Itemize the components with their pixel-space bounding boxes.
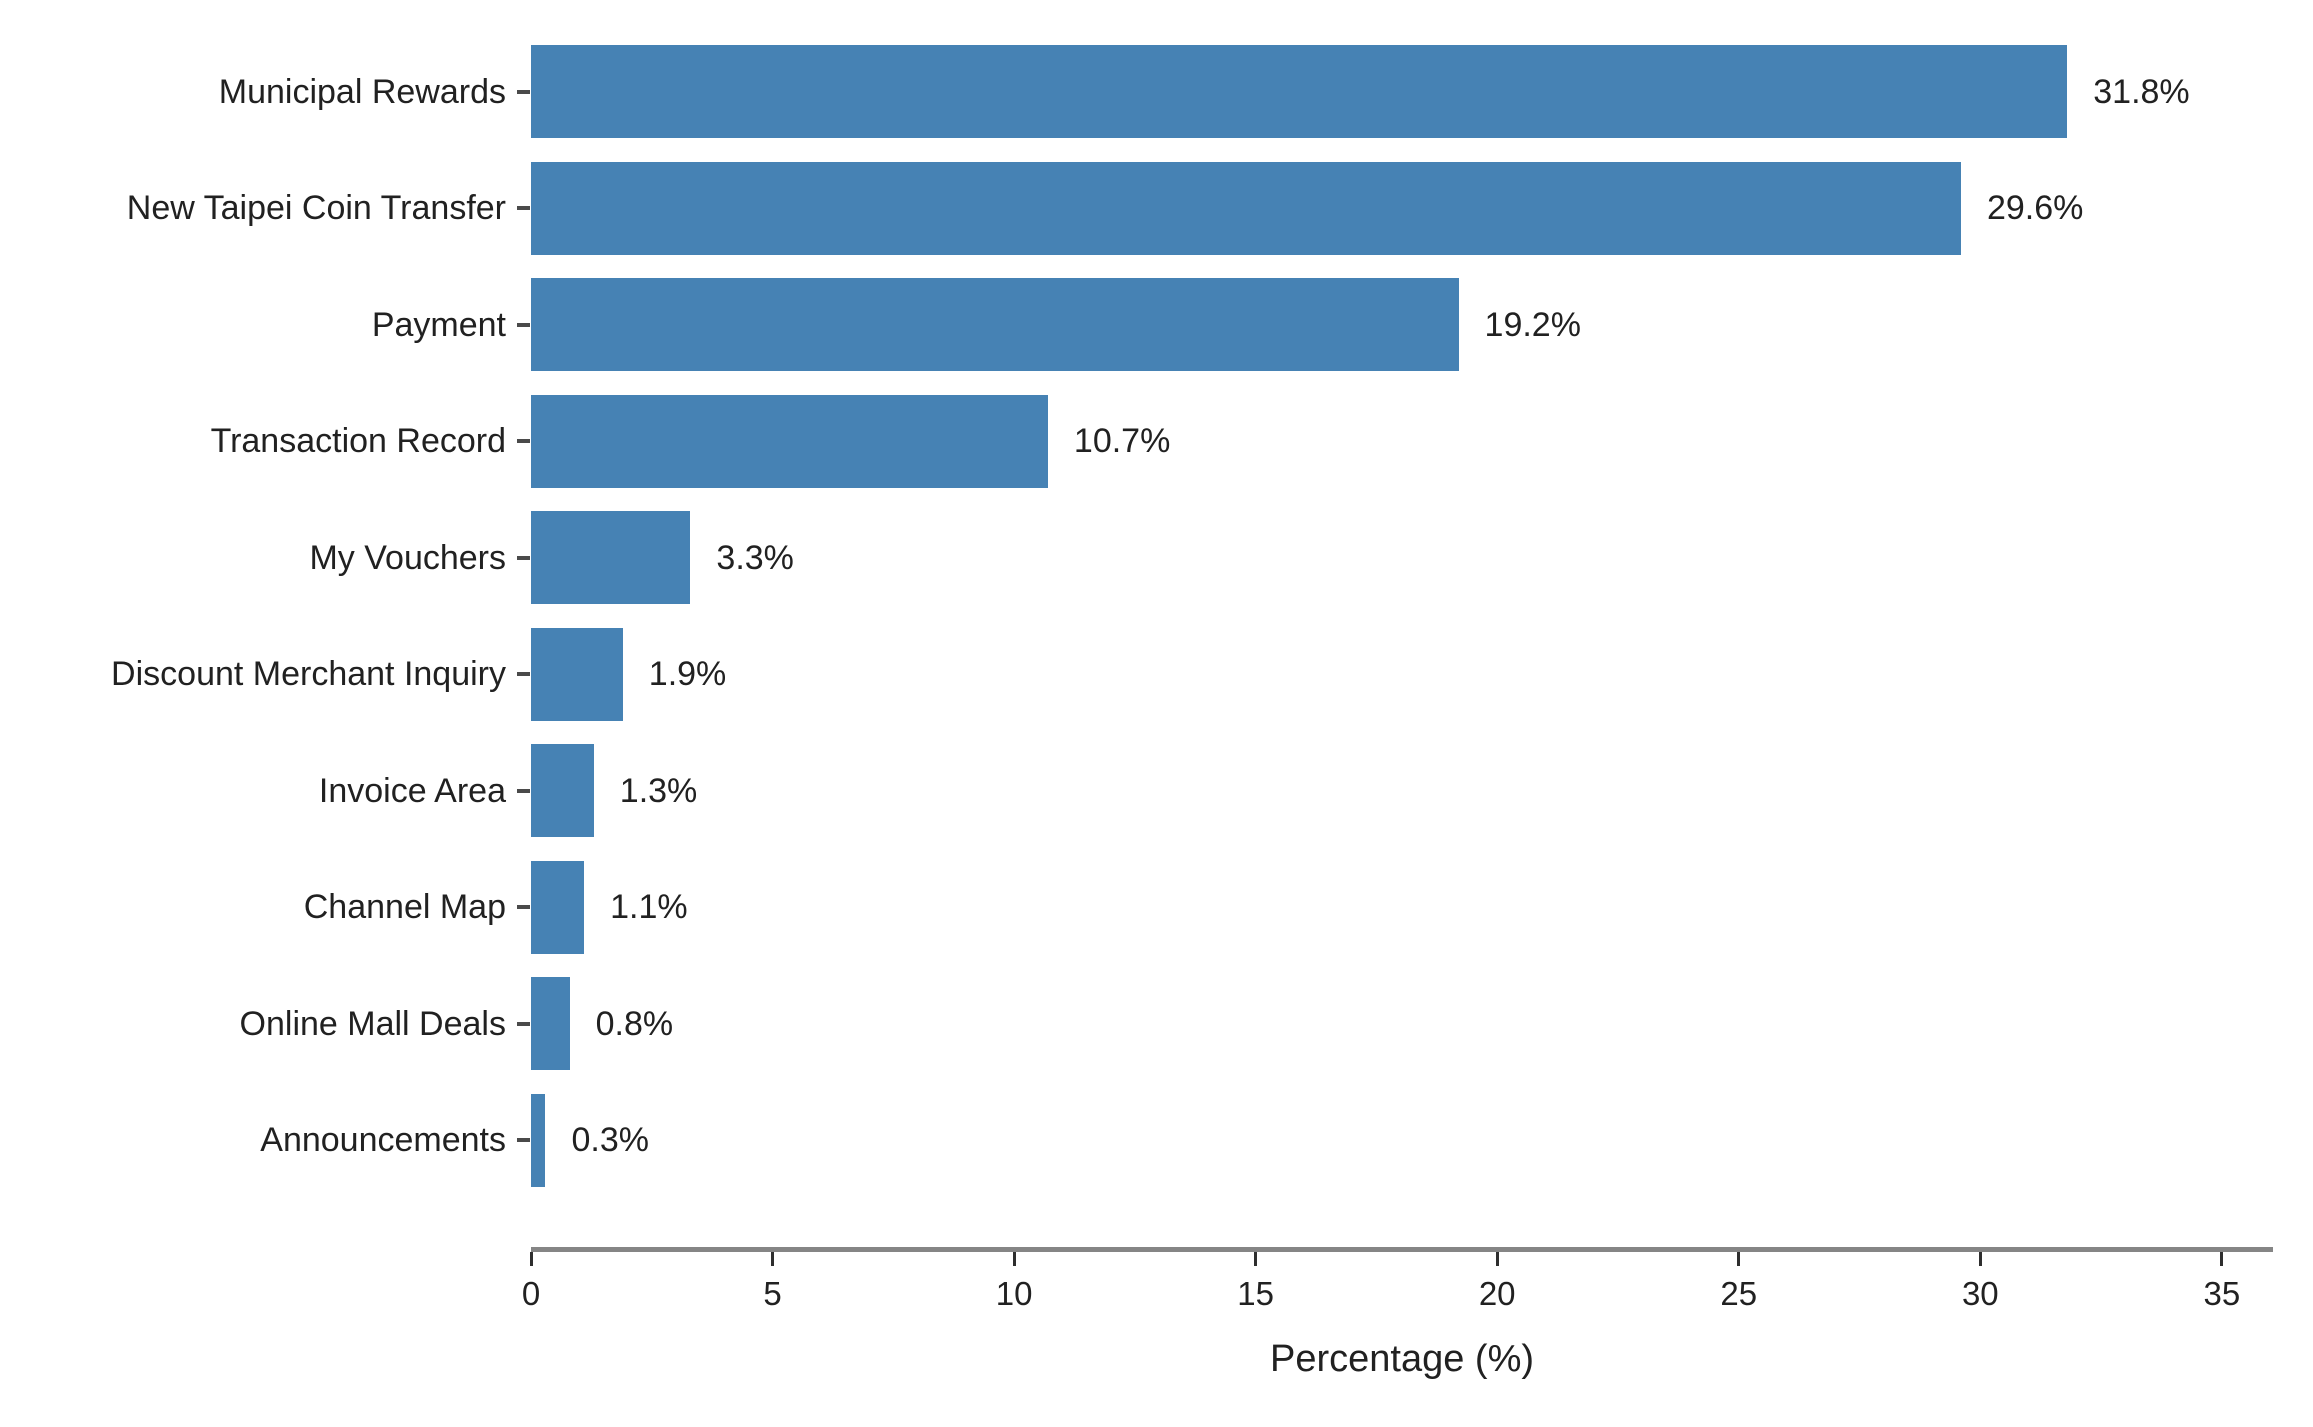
- x-tick-mark: [1737, 1252, 1741, 1266]
- category-label: Channel Map: [303, 888, 506, 926]
- x-tick-label: 10: [995, 1275, 1033, 1312]
- category-label: Online Mall Deals: [239, 1004, 506, 1043]
- y-tick-mark: [517, 322, 530, 327]
- x-tick-mark: [529, 1252, 533, 1266]
- category-label: Discount Merchant Inquiry: [111, 655, 506, 693]
- y-tick-mark: [517, 206, 530, 210]
- category-label: Municipal Rewards: [218, 72, 506, 111]
- bar: [531, 278, 1459, 371]
- category-label: Invoice Area: [318, 771, 506, 810]
- bar: [531, 394, 1048, 488]
- x-axis-title: Percentage (%): [1269, 1338, 1535, 1380]
- y-tick-mark: [517, 439, 530, 443]
- bar: [531, 161, 1961, 255]
- value-label: 1.1%: [610, 888, 688, 926]
- x-tick-mark: [2220, 1252, 2224, 1266]
- category-label: Payment: [371, 305, 506, 344]
- x-tick-mark: [771, 1252, 775, 1266]
- x-tick-label: 0: [521, 1275, 541, 1312]
- value-label: 0.3%: [571, 1121, 649, 1159]
- x-tick-label: 30: [1961, 1275, 1999, 1312]
- y-tick-mark: [517, 555, 530, 560]
- value-label: 19.2%: [1484, 305, 1581, 344]
- bar: [531, 627, 623, 721]
- value-label: 29.6%: [1986, 189, 2084, 227]
- x-tick-label: 20: [1478, 1275, 1516, 1312]
- y-tick-mark: [517, 1021, 530, 1026]
- x-tick-mark: [1978, 1252, 1982, 1266]
- bar: [531, 45, 2068, 138]
- bar: [531, 860, 585, 954]
- value-label: 10.7%: [1073, 422, 1171, 460]
- x-tick-label: 35: [2203, 1275, 2241, 1312]
- x-tick-mark: [1495, 1252, 1499, 1266]
- y-tick-mark: [517, 905, 530, 909]
- x-tick-mark: [1012, 1252, 1016, 1266]
- category-label: My Vouchers: [309, 538, 506, 577]
- bar: [531, 977, 570, 1070]
- bar: [531, 744, 594, 837]
- value-label: 31.8%: [2093, 72, 2190, 111]
- bar: [531, 511, 691, 604]
- category-label: Announcements: [260, 1121, 506, 1159]
- value-label: 3.3%: [716, 538, 794, 577]
- x-tick-label: 25: [1720, 1275, 1758, 1312]
- x-tick-label: 5: [763, 1275, 782, 1312]
- x-tick-label: 15: [1237, 1275, 1274, 1312]
- value-label: 1.9%: [648, 655, 727, 693]
- value-label: 0.8%: [595, 1004, 674, 1043]
- y-tick-mark: [517, 89, 530, 94]
- y-tick-mark: [517, 1138, 530, 1142]
- category-label: Transaction Record: [210, 422, 506, 460]
- y-tick-mark: [517, 788, 530, 793]
- category-label: New Taipei Coin Transfer: [126, 189, 506, 227]
- y-tick-mark: [517, 672, 530, 676]
- bar: [531, 1093, 546, 1187]
- x-axis-line: [531, 1247, 2273, 1252]
- value-label: 1.3%: [619, 771, 698, 810]
- x-tick-mark: [1254, 1252, 1258, 1266]
